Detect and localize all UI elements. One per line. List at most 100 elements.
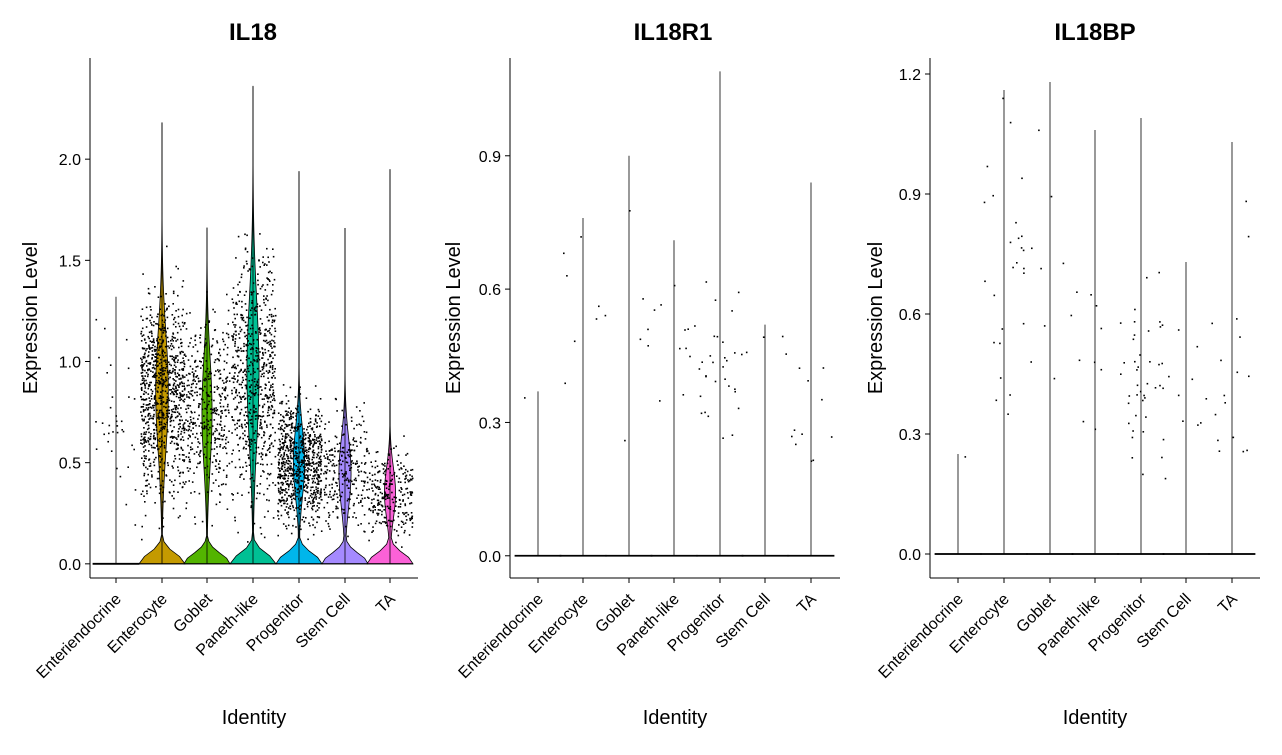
data-point	[240, 347, 242, 350]
data-point	[291, 425, 293, 428]
data-point	[141, 364, 143, 366]
data-point	[694, 325, 696, 327]
data-point	[177, 466, 179, 468]
data-point	[1062, 262, 1065, 265]
data-point	[263, 536, 266, 539]
data-point	[161, 352, 164, 354]
data-point	[248, 411, 250, 413]
data-point	[324, 494, 326, 496]
data-point	[274, 377, 276, 379]
data-point	[244, 440, 247, 443]
data-point	[148, 385, 150, 388]
data-point	[266, 477, 268, 480]
data-point	[185, 411, 188, 414]
data-point	[360, 436, 362, 439]
data-point	[269, 444, 271, 447]
data-point	[152, 451, 154, 454]
data-point	[188, 372, 190, 375]
data-point	[288, 486, 290, 488]
data-point	[409, 502, 411, 505]
data-point	[153, 434, 155, 437]
data-point	[284, 439, 286, 442]
data-point	[157, 448, 159, 450]
data-point	[292, 447, 294, 450]
data-point	[133, 398, 136, 400]
data-point	[311, 496, 313, 499]
data-point	[304, 442, 307, 445]
data-point	[160, 314, 163, 317]
data-point	[385, 524, 388, 527]
data-point	[1009, 394, 1011, 396]
data-point	[258, 331, 261, 333]
data-point	[157, 413, 160, 415]
data-point	[149, 435, 152, 438]
data-point	[256, 305, 259, 308]
data-point	[357, 469, 359, 471]
data-point	[266, 295, 268, 297]
data-point	[164, 435, 166, 437]
data-point	[259, 526, 262, 529]
data-point	[272, 517, 275, 519]
data-point	[170, 419, 173, 422]
data-point	[265, 298, 267, 300]
data-point	[261, 357, 264, 359]
data-point	[274, 314, 277, 317]
data-point	[160, 378, 163, 380]
data-point	[290, 480, 292, 482]
data-point	[144, 387, 147, 389]
data-point	[167, 378, 170, 380]
data-point	[263, 301, 265, 304]
data-point	[158, 362, 161, 365]
data-point	[293, 492, 295, 495]
data-point	[311, 482, 314, 484]
data-point	[225, 442, 227, 445]
data-point	[216, 340, 218, 342]
data-point	[166, 245, 168, 248]
data-point	[295, 455, 298, 457]
data-point	[304, 460, 306, 462]
data-point	[289, 508, 292, 510]
data-point	[673, 284, 676, 287]
data-point	[231, 419, 234, 421]
data-point	[317, 451, 320, 454]
data-point	[253, 439, 256, 441]
data-point	[153, 446, 155, 449]
data-point	[306, 491, 309, 493]
data-point	[304, 438, 306, 441]
data-point	[286, 462, 289, 465]
data-point	[353, 502, 355, 505]
data-point	[278, 462, 281, 464]
data-point	[326, 453, 328, 456]
data-point	[267, 278, 269, 280]
data-point	[214, 359, 217, 361]
data-point	[153, 398, 156, 400]
data-point	[285, 410, 288, 413]
data-point	[162, 501, 164, 503]
data-point	[199, 450, 202, 453]
data-point	[152, 461, 155, 463]
data-point	[162, 324, 164, 326]
data-point	[166, 415, 169, 418]
data-point	[207, 395, 209, 397]
data-point	[241, 425, 243, 427]
data-point	[1131, 457, 1134, 459]
data-point	[151, 417, 153, 420]
data-point	[239, 330, 242, 333]
data-point	[219, 402, 221, 404]
data-point	[372, 506, 374, 508]
data-point	[305, 490, 307, 493]
data-point	[248, 439, 251, 441]
data-point	[331, 464, 334, 467]
data-point	[1038, 129, 1040, 132]
data-point	[228, 462, 231, 465]
data-point	[172, 408, 175, 410]
data-point	[283, 441, 285, 444]
data-point	[312, 475, 314, 477]
data-point	[179, 382, 181, 384]
data-point	[404, 503, 406, 505]
data-point	[785, 353, 787, 355]
data-point	[327, 496, 330, 498]
data-point	[174, 457, 177, 460]
data-point	[302, 441, 304, 444]
data-point	[172, 484, 175, 486]
